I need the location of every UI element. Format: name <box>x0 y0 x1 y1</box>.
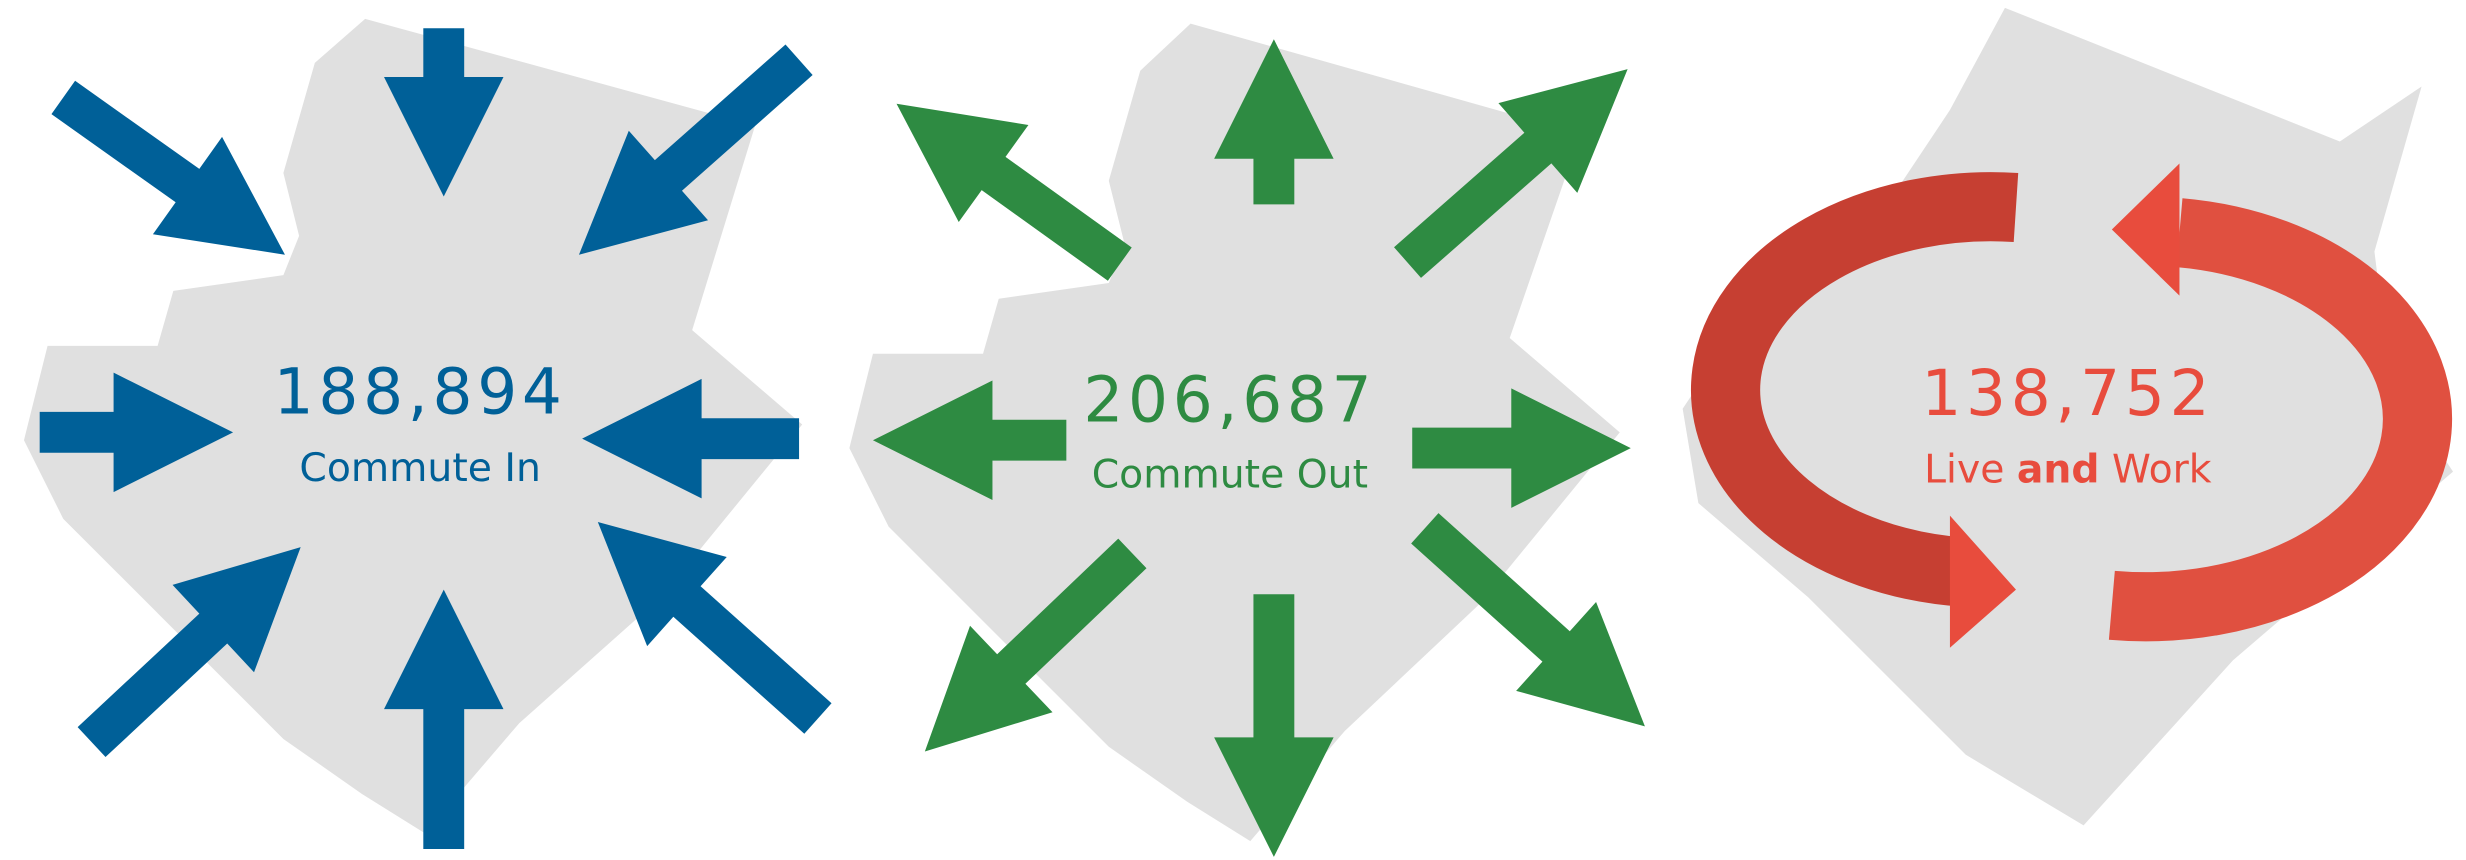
arrow <box>597 521 832 734</box>
commute-in-value: 188,894 <box>274 355 567 428</box>
label-part: Work <box>2112 448 2212 493</box>
label-part: Live <box>1924 448 2004 493</box>
cycle-arrowhead <box>1949 515 2016 648</box>
live-work-label: Live and Work <box>1924 448 2212 493</box>
cycle-arrows <box>1690 163 2453 648</box>
commute-in-label: Commute In <box>299 446 541 491</box>
cycle-arrowhead <box>2111 163 2180 296</box>
arrow <box>872 380 1067 500</box>
arrow <box>51 80 285 255</box>
arrow <box>1214 594 1334 857</box>
arrow <box>1394 69 1628 278</box>
cycle-arc <box>1690 172 2019 607</box>
arrow <box>1412 388 1631 508</box>
live-work-value: 138,752 <box>1921 357 2214 430</box>
arrow <box>578 44 813 255</box>
arrow <box>582 378 800 499</box>
commute-out-value: 206,687 <box>1083 363 1376 436</box>
cycle-arc <box>2108 198 2453 642</box>
arrow <box>384 28 504 197</box>
commute-out-label: Commute Out <box>1092 452 1368 497</box>
arrow <box>1411 513 1645 727</box>
label-part-bold: and <box>2017 448 2100 493</box>
arrow <box>924 538 1147 752</box>
arrows <box>39 28 1645 857</box>
arrow <box>77 547 301 758</box>
arrow <box>896 103 1132 281</box>
arrow <box>39 372 234 493</box>
arrow <box>384 589 504 849</box>
arrow <box>1214 39 1334 205</box>
